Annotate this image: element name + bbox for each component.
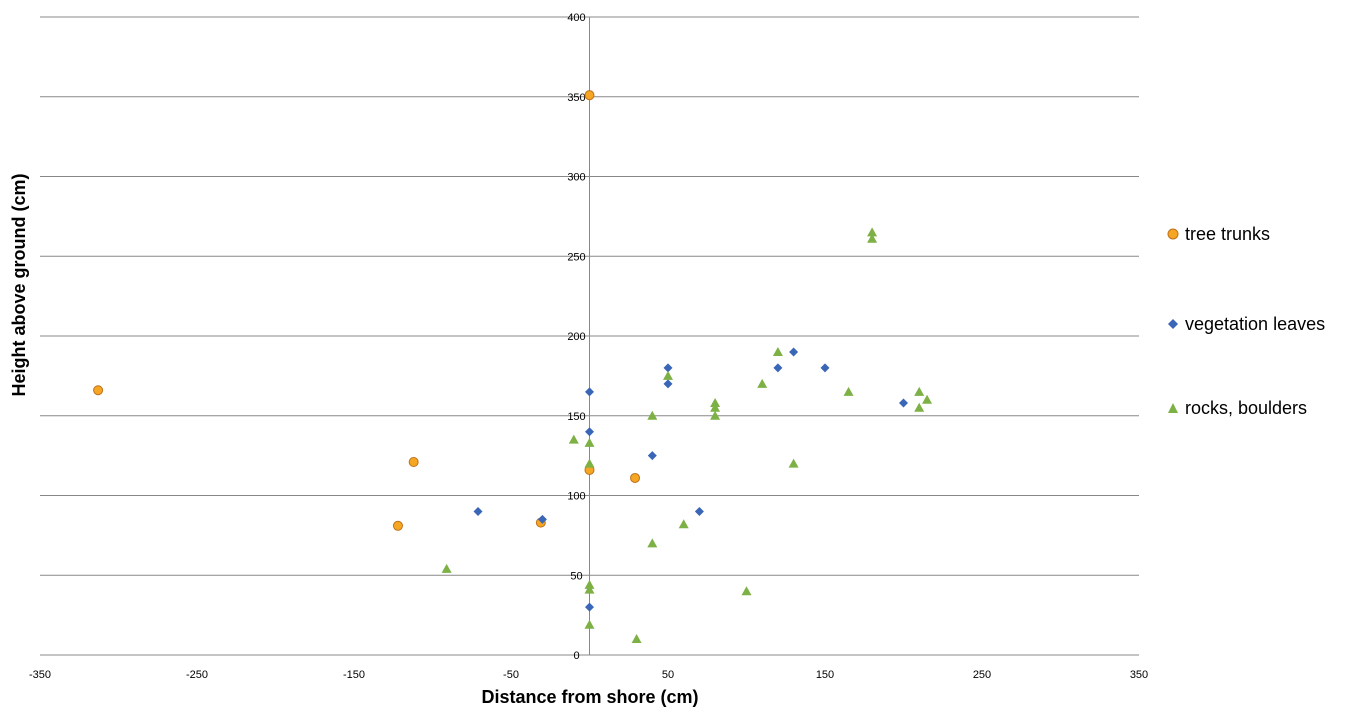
x-axis-title: Distance from shore (cm) xyxy=(481,687,698,707)
y-tick-label: 0 xyxy=(573,650,579,662)
point-rocks-boulders xyxy=(584,584,595,594)
point-rocks-boulders xyxy=(788,458,799,468)
point-rocks-boulders xyxy=(922,394,933,404)
point-rocks-boulders xyxy=(584,458,595,468)
x-tick-label: -150 xyxy=(343,669,365,681)
point-vegetation-leaves xyxy=(585,387,594,397)
point-vegetation-leaves xyxy=(647,451,657,461)
x-tick-label: -350 xyxy=(29,669,51,681)
point-vegetation-leaves xyxy=(585,427,594,437)
point-rocks-boulders xyxy=(914,402,925,412)
data-points xyxy=(93,90,933,644)
y-tick-label: 200 xyxy=(567,331,585,343)
point-rocks-boulders xyxy=(678,519,689,529)
point-vegetation-leaves xyxy=(473,506,483,516)
y-tick-label: 300 xyxy=(567,172,585,184)
diamond-marker-icon xyxy=(1168,319,1178,329)
point-rocks-boulders xyxy=(568,434,579,444)
point-rocks-boulders xyxy=(867,233,878,243)
point-vegetation-leaves xyxy=(663,379,673,389)
y-tick-label: 400 xyxy=(567,12,585,24)
point-vegetation-leaves xyxy=(789,347,799,357)
point-tree-trunks xyxy=(408,457,419,468)
point-rocks-boulders xyxy=(631,634,642,644)
y-tick-label: 150 xyxy=(567,411,585,423)
x-tick-label: -250 xyxy=(186,669,208,681)
point-rocks-boulders xyxy=(757,378,768,388)
point-vegetation-leaves xyxy=(585,602,594,612)
x-tick-label: -50 xyxy=(503,669,519,681)
point-rocks-boulders xyxy=(663,370,673,380)
point-rocks-boulders xyxy=(584,579,595,589)
triangle-marker-icon xyxy=(1168,403,1178,413)
point-rocks-boulders xyxy=(914,386,925,396)
point-tree-trunks xyxy=(392,520,403,531)
y-tick-label: 100 xyxy=(567,491,585,503)
point-rocks-boulders xyxy=(710,402,721,412)
point-vegetation-leaves xyxy=(773,363,783,373)
point-rocks-boulders xyxy=(441,563,452,573)
point-rocks-boulders xyxy=(710,410,721,420)
point-tree-trunks xyxy=(630,472,641,483)
point-rocks-boulders xyxy=(741,586,752,596)
point-rocks-boulders xyxy=(710,397,721,407)
legend-label: rocks, boulders xyxy=(1185,397,1308,418)
point-rocks-boulders xyxy=(584,437,595,447)
legend-item-vegetation-leaves: vegetation leaves xyxy=(1165,312,1325,336)
tick-labels: 0 50 100 150 200 250 300 350 400 -350 -250 -150 -50 5… xyxy=(29,12,1148,681)
legend-label: tree trunks xyxy=(1185,223,1271,244)
point-vegetation-leaves xyxy=(663,363,673,373)
y-axis-title: Height above ground (cm) xyxy=(9,173,29,396)
point-vegetation-leaves xyxy=(537,514,547,524)
x-tick-label: 250 xyxy=(973,669,991,681)
circle-marker-icon xyxy=(1167,228,1179,240)
point-rocks-boulders xyxy=(584,619,595,629)
point-vegetation-leaves xyxy=(694,506,704,516)
x-tick-label: 50 xyxy=(662,669,674,681)
y-tick-label: 50 xyxy=(570,570,582,582)
point-vegetation-leaves xyxy=(899,398,908,408)
point-vegetation-leaves xyxy=(820,363,830,373)
legend-item-rocks-boulders: rocks, boulders xyxy=(1165,396,1307,420)
point-rocks-boulders xyxy=(867,227,878,237)
point-rocks-boulders xyxy=(843,386,854,396)
y-tick-label: 350 xyxy=(567,92,585,104)
legend-item-tree-trunks: tree trunks xyxy=(1165,222,1270,246)
point-tree-trunks xyxy=(93,385,104,396)
x-tick-label: 150 xyxy=(816,669,834,681)
point-rocks-boulders xyxy=(647,410,658,420)
x-tick-label: 350 xyxy=(1130,669,1148,681)
y-tick-label: 250 xyxy=(567,251,585,263)
legend-label: vegetation leaves xyxy=(1185,313,1326,334)
legend: tree trunks vegetation leaves rocks, bou… xyxy=(1165,220,1365,440)
point-rocks-boulders xyxy=(772,346,783,356)
point-rocks-boulders xyxy=(647,538,658,548)
point-tree-trunks xyxy=(584,90,595,101)
